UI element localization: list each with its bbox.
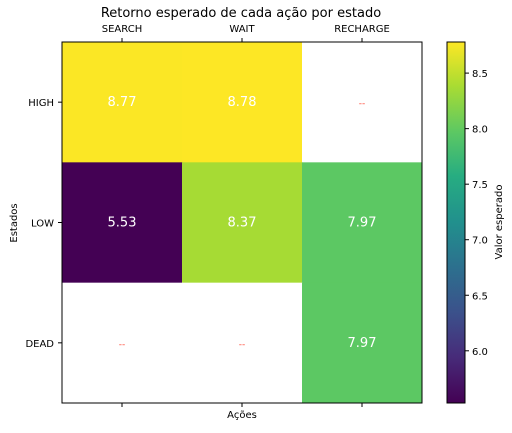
heatmap-cell-high-recharge	[302, 42, 423, 163]
x-axis-ticks: SEARCH WAIT RECHARGE	[102, 24, 390, 407]
heatmap-cell-dead-search	[62, 282, 183, 404]
colorbar-ticks: 6.0 6.5 7.0 7.5 8.0 8.5	[465, 69, 488, 358]
colorbar-tick-label: 8.5	[472, 69, 488, 80]
colorbar-label: Valor esperado	[494, 185, 505, 260]
x-tick-label: RECHARGE	[334, 24, 390, 35]
chart-title: Retorno esperado de cada ação por estado	[101, 6, 381, 21]
y-axis-label: Estados	[9, 203, 20, 242]
colorbar-tick-label: 8.0	[472, 125, 488, 136]
heatmap-cell-low-recharge	[302, 162, 423, 284]
y-tick-label: LOW	[31, 219, 54, 230]
heatmap-cell-dead-wait	[182, 282, 303, 404]
cell-value-label: 7.97	[348, 216, 377, 231]
heatmap-cells	[62, 42, 423, 404]
colorbar-tick-label: 7.5	[472, 180, 488, 191]
y-tick-label: HIGH	[28, 98, 54, 109]
colorbar-tick-label: 6.0	[472, 347, 488, 358]
heatmap-cell-low-search	[62, 162, 183, 284]
cell-value-label: --	[239, 340, 246, 350]
heatmap-cell-low-wait	[182, 162, 303, 284]
y-tick-label: DEAD	[25, 339, 54, 350]
heatmap-cell-high-search	[62, 42, 183, 163]
cell-value-label: 8.37	[228, 216, 257, 231]
x-tick-label: SEARCH	[102, 24, 142, 35]
heatmap-cell-labels: 8.77 8.78 -- 5.53 8.37 7.97 -- -- 7.97	[108, 95, 377, 351]
colorbar-tick-label: 7.0	[472, 236, 488, 247]
cell-value-label: --	[359, 99, 366, 109]
cell-value-label: 7.97	[348, 336, 377, 351]
cell-value-label: 8.78	[228, 95, 257, 110]
colorbar-tick-label: 6.5	[472, 291, 488, 302]
heatmap-cell-dead-recharge	[302, 282, 423, 404]
x-tick-label: WAIT	[229, 24, 255, 35]
y-axis-ticks: HIGH LOW DEAD	[25, 98, 62, 350]
colorbar	[446, 41, 466, 404]
cell-value-label: 5.53	[108, 216, 137, 231]
heatmap-cell-high-wait	[182, 42, 303, 163]
x-axis-label: Ações	[227, 410, 257, 421]
plot-frame	[61, 41, 423, 404]
cell-value-label: --	[119, 340, 126, 350]
cell-value-label: 8.77	[108, 95, 137, 110]
